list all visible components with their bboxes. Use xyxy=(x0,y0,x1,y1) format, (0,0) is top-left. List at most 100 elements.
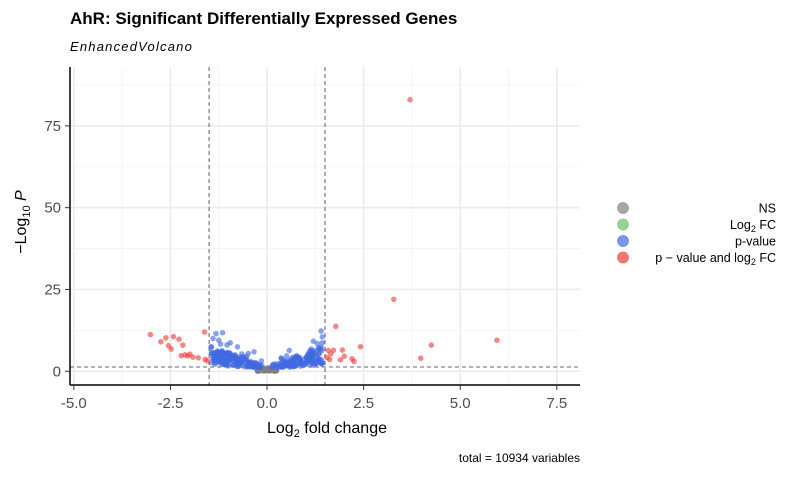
point-pvalue xyxy=(238,360,245,366)
point-pvalue xyxy=(314,340,321,347)
point-pvalue xyxy=(245,359,251,366)
point-pvalue xyxy=(208,344,215,351)
point-pvalue xyxy=(310,360,317,367)
point-pvalue xyxy=(219,329,226,336)
chart-title: AhR: Significant Differentially Expresse… xyxy=(70,9,458,28)
point-both xyxy=(157,338,164,345)
point-both xyxy=(390,296,397,303)
point-pvalue xyxy=(209,355,216,362)
point-both xyxy=(407,96,413,103)
point-pvalue xyxy=(307,347,314,354)
point-both xyxy=(417,355,424,362)
point-both xyxy=(332,323,339,330)
y-tick-label: 75 xyxy=(44,118,61,135)
point-both xyxy=(325,347,331,354)
legend: NS Log2 FCp-value p − value and log2 FC xyxy=(617,202,776,267)
chart-subtitle: EnhancedVolcano xyxy=(70,39,194,54)
point-both xyxy=(179,342,186,348)
point-both xyxy=(337,356,344,363)
y-tick-label: 50 xyxy=(44,200,61,217)
x-tick-label: 7.5 xyxy=(546,395,567,412)
point-both xyxy=(351,358,357,365)
x-axis-label-main: Log xyxy=(267,420,294,437)
point-both xyxy=(168,346,175,352)
y-axis-label-pre: −Log xyxy=(13,218,30,254)
point-both xyxy=(330,347,337,354)
y-tick-label: 0 xyxy=(53,363,61,380)
legend-swatch-log2fc xyxy=(617,218,629,231)
point-pvalue xyxy=(230,361,237,368)
point-pvalue xyxy=(291,362,298,369)
point-pvalue xyxy=(316,346,323,352)
legend-swatch-ns xyxy=(617,202,629,214)
point-both xyxy=(494,337,500,344)
y-axis-label-post: P xyxy=(13,190,30,205)
point-pvalue xyxy=(227,339,234,346)
point-both xyxy=(341,353,348,360)
x-tick-label: -5.0 xyxy=(61,395,87,412)
point-both xyxy=(428,342,435,348)
point-pvalue xyxy=(319,334,326,340)
point-both xyxy=(147,331,154,338)
point-both xyxy=(170,333,177,340)
legend-label-pvalue: p-value xyxy=(735,235,776,249)
point-pvalue xyxy=(245,350,252,357)
point-pvalue xyxy=(290,354,296,361)
legend-label-ns: NS xyxy=(759,202,776,216)
x-tick-label: -2.5 xyxy=(158,395,184,412)
point-pvalue xyxy=(256,364,263,370)
point-both xyxy=(339,347,346,353)
point-pvalue xyxy=(214,352,221,359)
point-pvalue xyxy=(213,330,219,337)
point-pvalue xyxy=(226,353,232,360)
point-both xyxy=(324,354,330,361)
point-pvalue xyxy=(315,351,322,357)
point-pvalue xyxy=(251,348,257,355)
point-pvalue xyxy=(285,362,292,369)
data-points xyxy=(147,96,500,374)
point-both xyxy=(327,351,334,357)
cutoff-lines xyxy=(70,67,580,385)
legend-swatch-both xyxy=(617,251,629,264)
y-axis-label: −Log10 P xyxy=(13,190,33,254)
point-both xyxy=(176,336,182,343)
point-both xyxy=(201,329,208,335)
point-pvalue xyxy=(286,347,293,354)
y-axis-label-sub: 10 xyxy=(21,205,33,217)
chart-caption: total = 10934 variables xyxy=(458,451,580,465)
point-pvalue xyxy=(318,328,324,334)
point-pvalue xyxy=(216,359,222,365)
point-pvalue xyxy=(272,360,279,367)
x-tick-label: 2.5 xyxy=(353,395,374,412)
point-pvalue xyxy=(210,335,216,342)
point-pvalue xyxy=(281,363,287,370)
point-ns xyxy=(264,367,271,374)
point-both xyxy=(162,335,169,341)
legend-swatch-pvalue xyxy=(617,235,629,247)
legend-label-both: p − value and log2 FC xyxy=(655,251,776,267)
point-both xyxy=(195,354,202,361)
point-pvalue xyxy=(234,343,241,350)
point-both xyxy=(204,357,211,364)
point-both xyxy=(186,351,193,358)
point-both xyxy=(357,343,364,350)
point-pvalue xyxy=(278,355,284,361)
legend-label-log2fc: Log2 FC xyxy=(730,218,776,234)
y-tick-label: 25 xyxy=(44,281,61,298)
x-axis-label-rest: fold change xyxy=(300,420,387,437)
point-pvalue xyxy=(219,350,226,357)
point-pvalue xyxy=(307,352,314,359)
point-pvalue xyxy=(224,362,231,369)
axes: -5.0 -2.5 0.0 2.5 5.0 7.5 0 25 50 75 xyxy=(44,67,580,412)
x-axis-label-sub: 2 xyxy=(294,428,300,440)
x-tick-label: 5.0 xyxy=(450,395,471,412)
point-pvalue xyxy=(215,337,222,344)
x-axis-label: Log2 fold change xyxy=(267,420,387,440)
point-pvalue xyxy=(310,338,317,345)
x-tick-label: 0.0 xyxy=(257,395,278,412)
point-pvalue xyxy=(319,359,326,366)
point-pvalue xyxy=(303,360,310,367)
point-pvalue xyxy=(240,353,247,360)
